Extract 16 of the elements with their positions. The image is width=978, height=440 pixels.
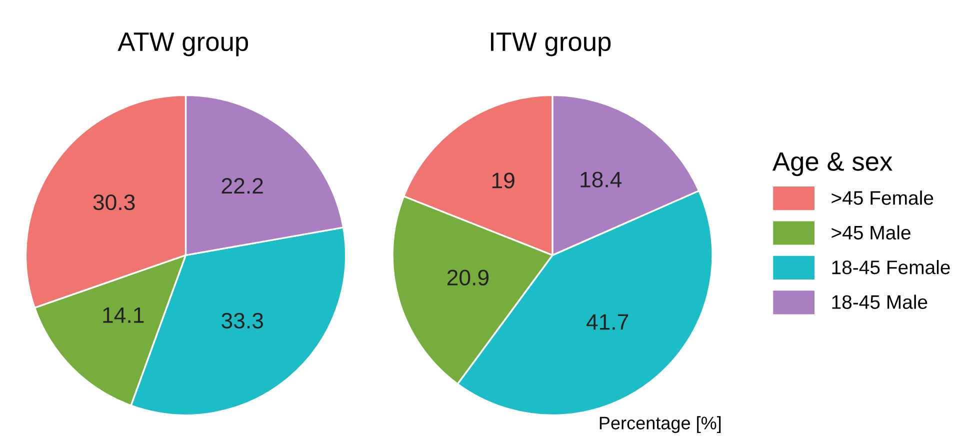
chart-title: ITW group bbox=[490, 32, 611, 56]
legend-label: >45 Female bbox=[832, 190, 934, 205]
text: Percentage [%] bbox=[600, 416, 721, 434]
data-label: 30.3 bbox=[93, 194, 135, 210]
data-label: 33.3 bbox=[222, 312, 263, 329]
data-label: 14.1 bbox=[103, 307, 144, 323]
legend-label: >45 Male bbox=[832, 225, 910, 240]
legend-label: 18-45 Female bbox=[832, 260, 950, 274]
data-label: 41.7 bbox=[586, 314, 628, 330]
chart-title: ATW group bbox=[118, 32, 248, 56]
data-label: 19 bbox=[492, 172, 514, 188]
legend-label: 18-45 Male bbox=[832, 294, 928, 309]
data-label: 22.2 bbox=[222, 178, 263, 194]
legend-title: Age & sex bbox=[772, 152, 892, 176]
data-label: 18.4 bbox=[580, 172, 622, 188]
data-label: 20.9 bbox=[447, 270, 489, 286]
